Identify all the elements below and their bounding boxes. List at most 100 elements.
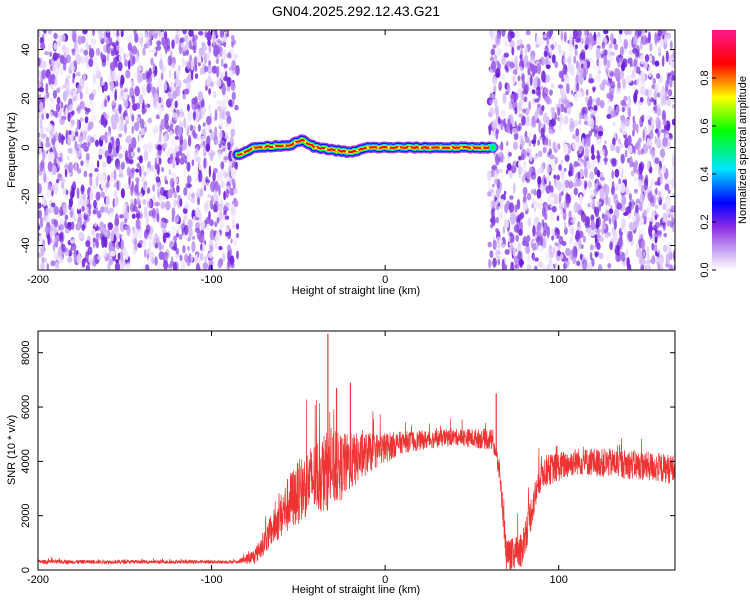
spectrogram-noise-blob bbox=[158, 251, 165, 261]
spectrogram-noise-blob bbox=[633, 92, 637, 104]
spectrogram-noise-blob bbox=[192, 129, 196, 137]
spectrogram-noise-blob bbox=[616, 245, 621, 257]
spectrogram-noise-blob bbox=[213, 200, 219, 213]
spectrogram-noise-blob bbox=[583, 60, 588, 69]
spectrogram-noise-blob bbox=[532, 225, 536, 237]
spectrogram-noise-blob bbox=[158, 241, 162, 251]
spectrogram-noise-blob bbox=[551, 235, 555, 241]
spectrogram-noise-blob bbox=[231, 177, 235, 187]
spectrogram-noise-blob bbox=[559, 210, 564, 215]
spectrogram-noise-blob bbox=[228, 70, 234, 78]
spectrogram-noise-blob bbox=[232, 119, 235, 131]
spectrogram-noise-blob bbox=[601, 223, 607, 230]
spectrogram-noise-blob bbox=[135, 213, 141, 219]
spectrogram-noise-blob bbox=[118, 55, 122, 62]
spectrogram-noise-blob bbox=[625, 249, 629, 257]
spectrogram-noise-blob bbox=[215, 58, 219, 65]
spectrogram-noise-blob bbox=[182, 93, 186, 100]
spectrogram-noise-blob bbox=[518, 131, 522, 142]
spectrogram-noise-blob bbox=[200, 108, 204, 118]
spectrogram-ytick-label: 40 bbox=[20, 43, 32, 55]
spectrogram-noise-blob bbox=[226, 52, 232, 59]
spectrogram-ytick-label: -40 bbox=[20, 238, 32, 254]
spectrogram-noise-blob bbox=[227, 250, 231, 261]
spectrogram-noise-blob bbox=[537, 150, 543, 158]
spectrogram-noise-blob bbox=[43, 168, 46, 179]
spectrogram-noise-blob bbox=[191, 192, 195, 199]
spectrogram-noise-blob bbox=[568, 42, 574, 52]
spectrogram-noise-blob bbox=[79, 91, 83, 100]
spectrogram-noise-blob bbox=[197, 62, 201, 67]
spectrogram-noise-blob bbox=[138, 229, 143, 240]
spectrogram-noise-blob bbox=[45, 176, 49, 186]
spectrogram-noise-blob bbox=[222, 252, 226, 263]
spectrogram-noise-blob bbox=[149, 83, 153, 90]
spectrogram-noise-blob bbox=[38, 70, 42, 78]
spectrogram-noise-blob bbox=[154, 30, 159, 34]
spectrogram-noise-blob bbox=[490, 108, 496, 114]
spectrogram-noise-blob bbox=[637, 37, 640, 44]
spectrogram-noise-blob bbox=[168, 69, 172, 80]
spectrogram-noise-blob bbox=[537, 201, 542, 210]
spectrogram-noise-blob bbox=[599, 100, 605, 109]
signal-track-dot bbox=[262, 145, 265, 149]
spectrogram-noise-blob bbox=[179, 113, 183, 118]
spectrogram-noise-blob bbox=[656, 33, 661, 41]
spectrogram-noise-blob bbox=[621, 106, 625, 113]
spectrogram-noise-blob bbox=[554, 43, 557, 48]
spectrogram-noise-blob bbox=[646, 137, 650, 147]
spectrogram-noise-blob bbox=[130, 151, 136, 158]
spectrogram-noise-blob bbox=[83, 145, 89, 152]
spectrogram-noise-blob bbox=[573, 201, 579, 213]
spectrogram-noise-blob bbox=[59, 85, 64, 90]
spectrogram-noise-blob bbox=[167, 55, 172, 66]
spectrogram-noise-blob bbox=[519, 212, 525, 219]
spectrogram-noise-blob bbox=[506, 141, 509, 147]
spectrogram-noise-blob bbox=[495, 216, 499, 224]
spectrogram-noise-blob bbox=[218, 245, 223, 251]
spectrogram-noise-blob bbox=[628, 145, 633, 154]
spectrogram-noise-blob bbox=[54, 261, 60, 270]
spectrogram-noise-blob bbox=[584, 44, 589, 50]
spectrogram-noise-blob bbox=[40, 42, 46, 50]
spectrogram-noise-blob bbox=[233, 186, 238, 195]
spectrogram-noise-blob bbox=[70, 190, 74, 201]
spectrogram-noise-blob bbox=[123, 93, 128, 101]
spectrogram-noise-blob bbox=[179, 157, 185, 165]
spectrogram-noise-blob bbox=[497, 258, 501, 266]
spectrogram-noise-blob bbox=[118, 173, 124, 178]
spectrogram-noise-blob bbox=[128, 175, 131, 186]
spectrogram-noise-blob bbox=[639, 96, 644, 103]
spectrogram-noise-blob bbox=[114, 262, 121, 270]
spectrogram-noise-blob bbox=[187, 135, 192, 147]
spectrogram-noise-blob bbox=[79, 100, 85, 110]
spectrogram-noise-blob bbox=[129, 80, 134, 85]
spectrogram-noise-blob bbox=[668, 264, 674, 270]
spectrogram-noise-blob bbox=[67, 256, 73, 264]
spectrogram-noise-blob bbox=[99, 104, 104, 110]
spectrogram-noise-blob bbox=[138, 133, 142, 143]
spectrogram-noise-blob bbox=[657, 103, 661, 109]
spectrogram-noise-blob bbox=[195, 207, 201, 218]
spectrogram-noise-blob bbox=[100, 177, 104, 190]
spectrogram-noise-blob bbox=[160, 72, 164, 81]
spectrogram-noise-blob bbox=[656, 105, 661, 117]
spectrogram-noise-blob bbox=[580, 33, 586, 43]
spectrogram-noise-blob bbox=[652, 77, 656, 85]
spectrogram-noise-blob bbox=[655, 82, 660, 93]
spectrogram-noise-blob bbox=[67, 112, 71, 122]
spectrogram-noise-blob bbox=[621, 252, 626, 262]
spectrogram-noise-blob bbox=[107, 261, 111, 270]
spectrogram-noise-blob bbox=[110, 50, 116, 57]
spectrogram-noise-blob bbox=[521, 174, 526, 183]
spectrogram-noise-blob bbox=[576, 162, 580, 167]
colorbar-tick-label: 0.2 bbox=[699, 214, 711, 229]
spectrogram-noise-blob bbox=[181, 57, 185, 68]
spectrogram-noise-blob bbox=[205, 143, 210, 152]
spectrogram-noise-blob bbox=[64, 247, 70, 257]
spectrogram-noise-blob bbox=[495, 228, 499, 233]
spectrogram-noise-blob bbox=[545, 175, 550, 183]
spectrogram-noise-blob bbox=[632, 121, 637, 132]
spectrogram-noise-blob bbox=[68, 69, 72, 74]
spectrogram-noise-blob bbox=[193, 56, 198, 68]
